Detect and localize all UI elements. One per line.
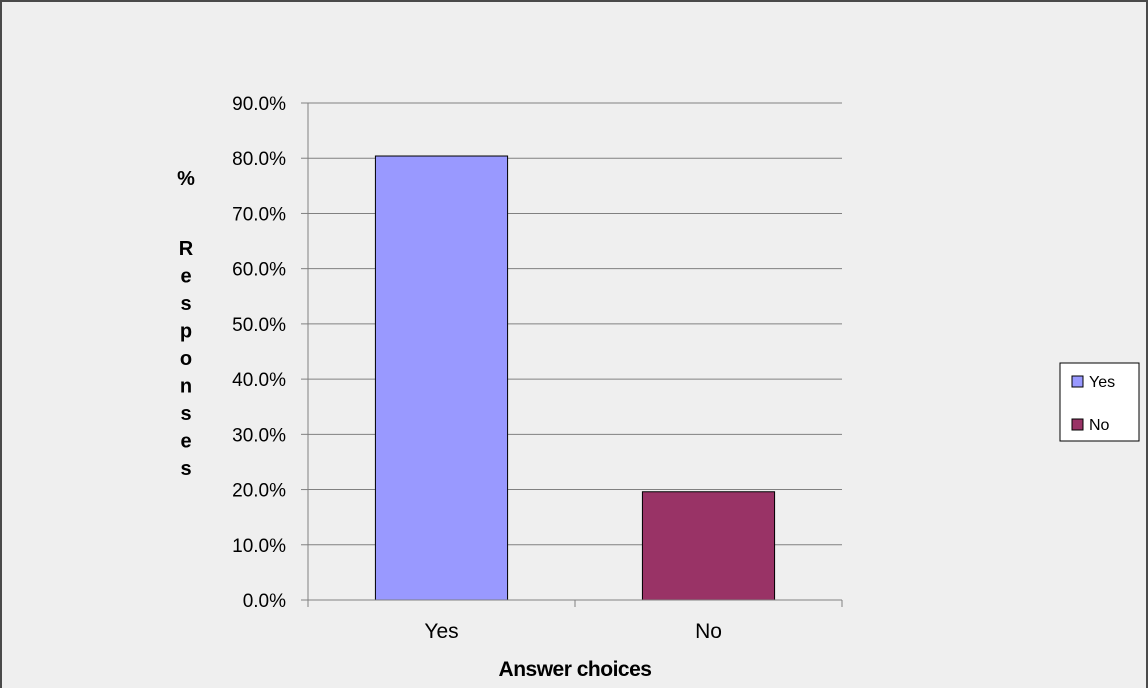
y-tick-labels: 0.0% 10.0% 20.0% 30.0% 40.0% 50.0% 60.0% 70.0% 8… — [232, 94, 286, 612]
y-tick-label: 30.0% — [232, 425, 286, 446]
y-tick-label: 60.0% — [232, 260, 286, 281]
y-tick-label: 10.0% — [232, 536, 286, 557]
x-axis-label: Answer choices — [499, 658, 652, 681]
y-tick-label: 40.0% — [232, 370, 286, 391]
y-tick-label: 70.0% — [232, 204, 286, 225]
y-tick-label: 90.0% — [232, 94, 286, 115]
bars — [374, 155, 776, 601]
legend-swatch-yes — [1071, 375, 1084, 388]
bar-no — [641, 491, 776, 601]
axes — [301, 102, 843, 607]
x-tick-label-no: No — [695, 620, 722, 643]
y-tick-label: 0.0% — [243, 591, 286, 612]
y-tick-label: 50.0% — [232, 315, 286, 336]
x-tick-labels: Yes No — [424, 620, 722, 643]
y-axis-label-char: o — [180, 348, 192, 370]
y-axis-label-char: s — [180, 458, 191, 480]
legend-swatch-no — [1071, 418, 1084, 431]
bar-yes — [374, 155, 509, 601]
y-axis-label-char: e — [180, 266, 191, 288]
y-axis-label-char: s — [180, 293, 191, 315]
x-tick-label-yes: Yes — [424, 620, 458, 643]
y-tick-label: 80.0% — [232, 149, 286, 170]
y-axis-label-char: s — [180, 403, 191, 425]
legend: Yes No — [1059, 362, 1140, 442]
legend-label-no: No — [1089, 417, 1110, 434]
y-axis-label-char: p — [180, 321, 192, 343]
y-tick-label: 20.0% — [232, 481, 286, 502]
y-axis-label-char: n — [180, 376, 192, 398]
legend-label-yes: Yes — [1089, 374, 1115, 391]
y-axis-label-char: R — [179, 238, 194, 260]
y-axis-label-char: % — [177, 168, 195, 190]
y-axis-label-char: e — [180, 431, 191, 453]
